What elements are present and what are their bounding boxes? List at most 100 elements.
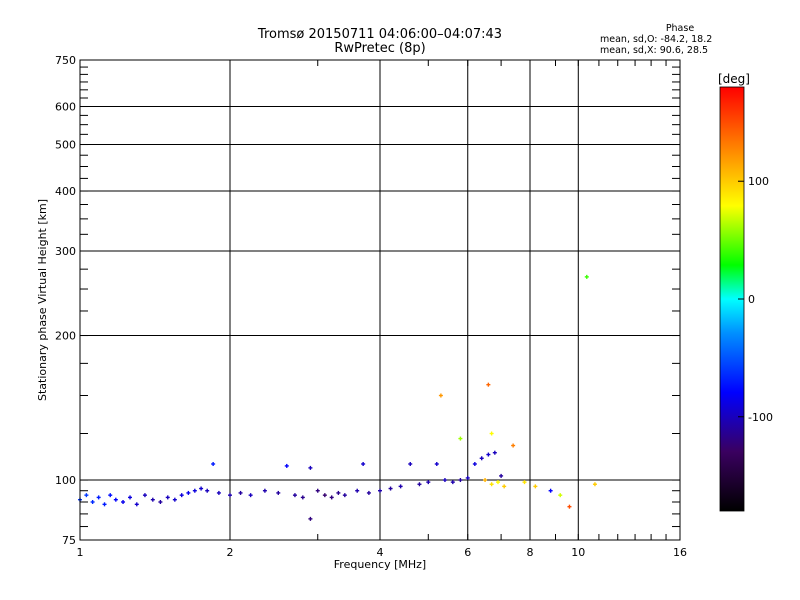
colorbar-tick-label: 100 bbox=[748, 175, 769, 188]
data-point bbox=[172, 497, 177, 502]
data-point bbox=[442, 478, 447, 483]
data-point bbox=[108, 493, 113, 498]
data-point bbox=[158, 499, 163, 504]
data-point bbox=[238, 490, 243, 495]
data-point bbox=[308, 465, 313, 470]
data-point bbox=[479, 456, 484, 461]
data-point bbox=[398, 484, 403, 489]
data-point bbox=[438, 393, 443, 398]
data-point bbox=[165, 495, 170, 500]
data-point bbox=[102, 502, 107, 507]
data-point bbox=[489, 482, 494, 487]
data-point bbox=[134, 502, 139, 507]
x-tick-label: 16 bbox=[673, 546, 687, 559]
data-point bbox=[216, 490, 221, 495]
y-axis-label: Stationary phase Virtual Height [km] bbox=[36, 199, 49, 401]
data-point bbox=[533, 484, 538, 489]
data-point bbox=[84, 493, 89, 498]
x-tick-label: 1 bbox=[77, 546, 84, 559]
data-point bbox=[548, 488, 553, 493]
data-point bbox=[378, 488, 382, 493]
data-point bbox=[262, 488, 267, 493]
x-tick-label: 2 bbox=[227, 546, 234, 559]
data-point bbox=[315, 488, 320, 493]
y-tick-label: 75 bbox=[62, 534, 76, 547]
data-point bbox=[300, 495, 305, 500]
data-point bbox=[284, 463, 289, 468]
y-tick-label: 100 bbox=[55, 474, 76, 487]
data-point bbox=[361, 461, 366, 466]
data-point bbox=[489, 431, 494, 436]
phase-stats-o: mean, sd,O: -84.2, 18.2 bbox=[600, 34, 713, 45]
data-point bbox=[417, 482, 422, 487]
colorbar-tick-label: -100 bbox=[748, 411, 773, 424]
data-point bbox=[465, 475, 470, 480]
data-point bbox=[458, 478, 463, 483]
y-tick-label: 200 bbox=[55, 330, 76, 343]
data-point bbox=[434, 461, 439, 466]
data-point bbox=[329, 495, 334, 500]
data-point bbox=[472, 461, 477, 466]
y-tick-label: 750 bbox=[55, 54, 76, 67]
data-point bbox=[113, 497, 118, 502]
data-point bbox=[499, 473, 504, 478]
phase-stats-x: mean, sd,X: 90.6, 28.5 bbox=[600, 45, 709, 56]
grid-lines bbox=[80, 60, 680, 540]
data-point bbox=[228, 493, 232, 498]
colorbar-tick-label: 0 bbox=[748, 293, 755, 306]
data-point bbox=[584, 274, 589, 279]
y-tick-label: 600 bbox=[55, 101, 76, 114]
data-point bbox=[567, 504, 572, 509]
data-point bbox=[502, 484, 507, 489]
phase-stats-heading: Phase bbox=[665, 23, 695, 34]
data-point bbox=[276, 490, 281, 495]
data-point bbox=[292, 493, 297, 498]
data-point bbox=[90, 499, 95, 504]
data-point bbox=[150, 497, 155, 502]
x-tick-label: 4 bbox=[377, 546, 384, 559]
data-point bbox=[121, 499, 126, 504]
y-tick-label: 500 bbox=[55, 139, 76, 152]
x-tick-label: 10 bbox=[571, 546, 585, 559]
data-point bbox=[308, 516, 313, 521]
y-axis-ticks: 75 100 200 300 400 500 600 750 bbox=[55, 54, 680, 547]
data-point bbox=[450, 480, 455, 485]
data-point bbox=[492, 450, 497, 455]
data-point bbox=[426, 480, 431, 485]
x-axis-label: Frequency [MHz] bbox=[334, 558, 426, 571]
data-point bbox=[186, 490, 191, 495]
data-point bbox=[486, 382, 491, 387]
data-point bbox=[486, 452, 491, 457]
data-point bbox=[558, 493, 563, 498]
data-point bbox=[495, 480, 500, 485]
data-point bbox=[483, 478, 488, 483]
x-tick-label: 8 bbox=[527, 546, 534, 559]
data-point bbox=[179, 493, 184, 498]
data-point bbox=[408, 461, 413, 466]
data-point bbox=[342, 493, 347, 498]
y-tick-label: 400 bbox=[55, 185, 76, 198]
data-point bbox=[96, 495, 101, 500]
data-point bbox=[248, 493, 253, 498]
data-point bbox=[355, 488, 360, 493]
x-axis-ticks: 1 2 4 6 8 10 16 bbox=[77, 60, 687, 559]
y-tick-label: 300 bbox=[55, 245, 76, 258]
data-point bbox=[142, 493, 147, 498]
data-point bbox=[211, 461, 216, 466]
data-point bbox=[592, 482, 597, 487]
data-point bbox=[458, 436, 463, 441]
data-point bbox=[366, 490, 371, 495]
colorbar-ticks: 100 0 -100 bbox=[738, 175, 773, 424]
data-point bbox=[192, 488, 197, 493]
data-points bbox=[78, 274, 597, 521]
data-point bbox=[322, 493, 327, 498]
data-point bbox=[128, 495, 133, 500]
data-point bbox=[388, 486, 393, 491]
chart-title: Tromsø 20150711 04:06:00–04:07:43 bbox=[257, 27, 503, 42]
data-point bbox=[522, 480, 527, 485]
data-point bbox=[205, 488, 210, 493]
data-point bbox=[511, 443, 516, 448]
chart-subtitle: RwPretec (8p) bbox=[334, 41, 426, 56]
colorbar-unit-label: [deg] bbox=[718, 72, 750, 86]
